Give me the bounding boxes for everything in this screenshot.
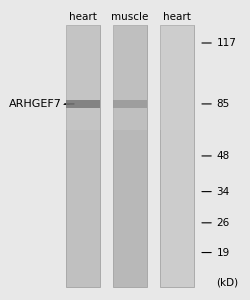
Text: heart: heart bbox=[69, 12, 97, 22]
Text: 34: 34 bbox=[216, 187, 230, 196]
Text: ARHGEF7: ARHGEF7 bbox=[9, 99, 62, 109]
Text: 19: 19 bbox=[216, 248, 230, 257]
Text: 85: 85 bbox=[216, 99, 230, 109]
Text: muscle: muscle bbox=[111, 12, 149, 22]
Text: 117: 117 bbox=[216, 38, 236, 48]
Bar bbox=[113, 100, 147, 108]
Text: (kD): (kD) bbox=[216, 277, 238, 287]
Text: 26: 26 bbox=[216, 218, 230, 228]
Text: --: -- bbox=[62, 99, 70, 109]
Bar bbox=[160, 25, 194, 287]
Bar bbox=[113, 25, 147, 287]
Bar bbox=[160, 25, 194, 130]
Bar bbox=[66, 25, 100, 130]
Bar bbox=[113, 25, 147, 130]
Bar bbox=[66, 25, 100, 287]
Text: heart: heart bbox=[163, 12, 191, 22]
Text: 48: 48 bbox=[216, 151, 230, 161]
Bar bbox=[66, 100, 100, 108]
